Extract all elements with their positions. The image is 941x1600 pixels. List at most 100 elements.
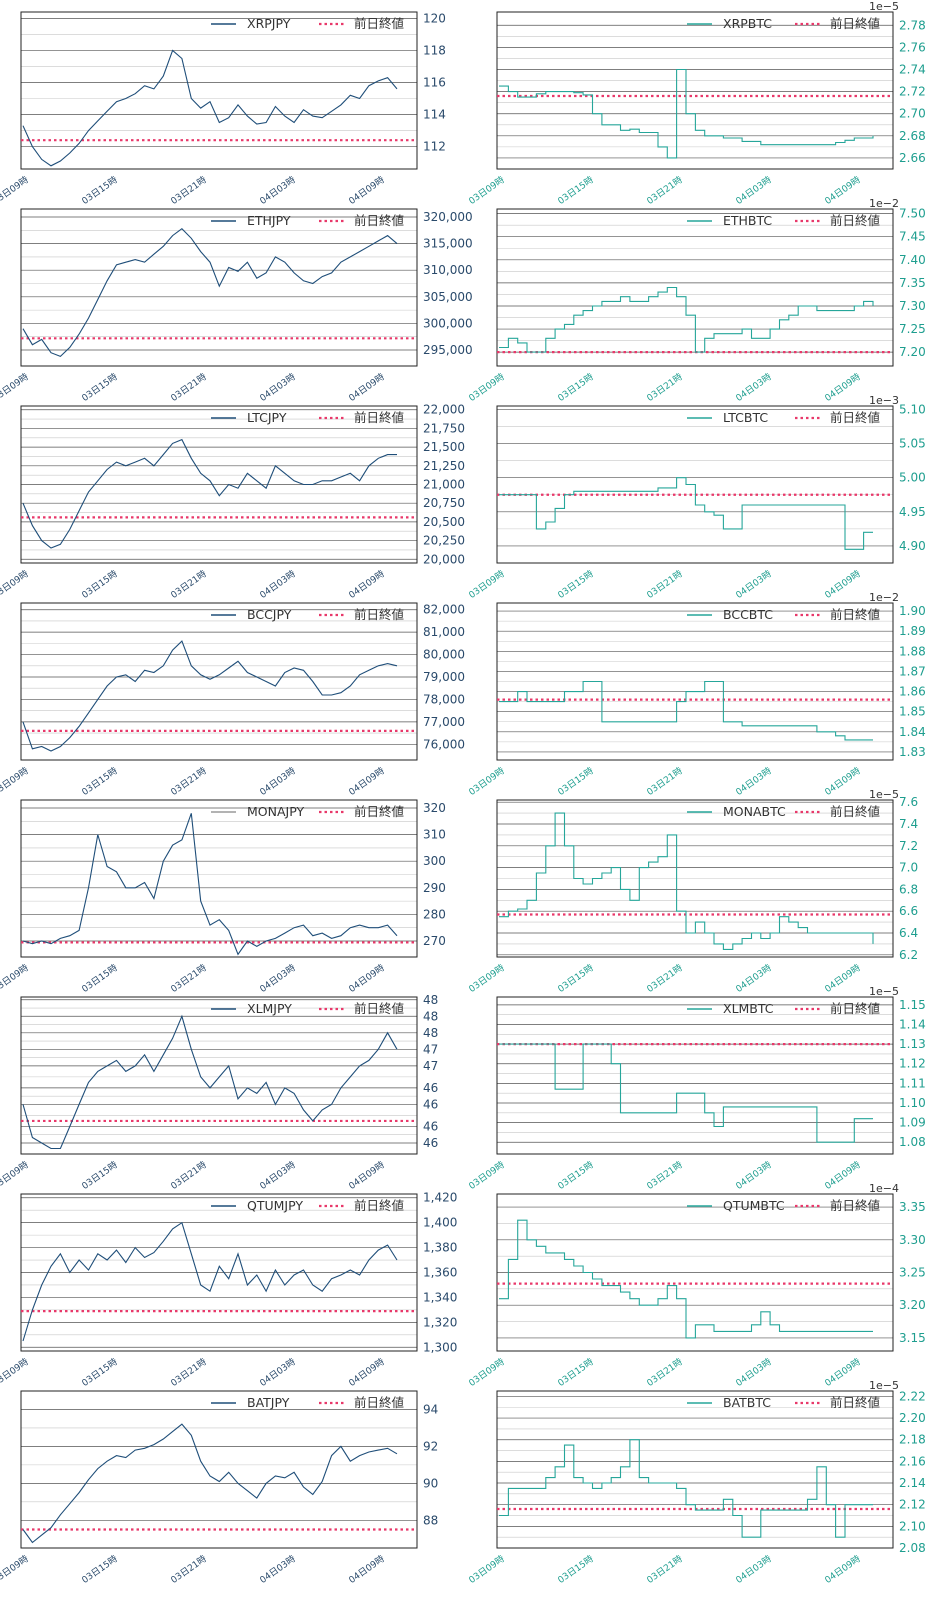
chart-panel-bccbtc: 1.83 1.84 1.85 1.86 1.87 1.88 1.89 1.90 03日09時 03…	[467, 591, 926, 798]
y-tick-label: 1.14	[899, 1017, 926, 1031]
legend-prev-close-label: 前日終値	[354, 16, 404, 31]
x-tick-label: 03日21時	[645, 765, 685, 797]
y-tick-label: 2.12	[899, 1498, 926, 1512]
legend-prev-close-label: 前日終値	[354, 804, 404, 819]
x-tick-label: 04日03時	[258, 1356, 298, 1388]
y-tick-label: 78,000	[423, 692, 465, 706]
y-tick-label: 1,380	[423, 1241, 457, 1255]
x-tick-label: 03日21時	[645, 1356, 685, 1388]
y-tick-label: 1.10	[899, 1096, 926, 1110]
y-tick-label: 7.6	[899, 795, 918, 809]
y-tick-label: 2.16	[899, 1454, 926, 1468]
legend-prev-close-label: 前日終値	[354, 1395, 404, 1410]
x-tick-label: 04日03時	[734, 765, 774, 797]
x-tick-label: 04日03時	[734, 962, 774, 994]
legend-series-label: XLMJPY	[247, 1001, 292, 1016]
legend-series-label: LTCBTC	[723, 410, 768, 425]
y-tick-label: 7.20	[899, 345, 926, 359]
plot-frame	[20, 1390, 418, 1549]
y-tick-label: 48	[423, 993, 438, 1007]
x-tick-label: 03日21時	[645, 568, 685, 600]
legend-series-label: QTUMBTC	[723, 1198, 785, 1213]
y-tick-label: 1.13	[899, 1037, 926, 1051]
legend-series-label: XLMBTC	[723, 1001, 774, 1016]
y-tick-label: 46	[423, 1136, 438, 1150]
x-tick-label: 03日21時	[169, 1356, 209, 1388]
y-tick-label: 1,360	[423, 1266, 457, 1280]
y-tick-label: 48	[423, 1009, 438, 1023]
series-line	[22, 438, 397, 549]
y-tick-label: 7.2	[899, 839, 918, 853]
x-tick-label: 03日15時	[80, 371, 120, 403]
series-line	[499, 477, 873, 550]
legend-series-label: BATBTC	[723, 1395, 771, 1410]
y-tick-label: 1,300	[423, 1340, 457, 1354]
x-tick-label: 03日09時	[0, 1159, 31, 1191]
x-tick-label: 03日15時	[80, 765, 120, 797]
y-tick-label: 2.20	[899, 1411, 926, 1425]
y-tick-label: 2.18	[899, 1433, 926, 1447]
y-tick-label: 90	[423, 1476, 438, 1490]
series-line	[22, 49, 398, 167]
series-line	[22, 1423, 398, 1544]
legend-series-label: QTUMJPY	[247, 1198, 303, 1213]
x-tick-label: 03日15時	[80, 1159, 120, 1191]
y-tick-label: 80,000	[423, 648, 465, 662]
plot-frame	[496, 602, 894, 761]
x-tick-label: 04日09時	[347, 568, 387, 600]
y-tick-label: 6.4	[899, 926, 918, 940]
axis-offset-label: 1e−5	[869, 1379, 899, 1392]
x-tick-label: 03日15時	[80, 174, 120, 206]
x-tick-label: 03日09時	[467, 1553, 507, 1585]
y-tick-label: 20,500	[423, 515, 465, 529]
x-tick-label: 04日09時	[347, 962, 387, 994]
chart-panel-monabtc: 6.2 6.4 6.6 6.8 7.0 7.2 7.4 7.6 03日09時 03日15時 03日2…	[467, 788, 918, 995]
y-tick-label: 5.10	[899, 402, 926, 416]
x-tick-label: 04日09時	[823, 1553, 863, 1585]
x-tick-label: 03日21時	[169, 174, 209, 206]
y-tick-label: 1.84	[899, 725, 926, 739]
x-tick-label: 03日09時	[0, 371, 31, 403]
x-tick-label: 03日09時	[467, 1159, 507, 1191]
y-tick-label: 21,250	[423, 459, 465, 473]
x-tick-label: 04日03時	[734, 174, 774, 206]
y-tick-label: 5.05	[899, 437, 926, 451]
series-line	[499, 1219, 873, 1339]
axis-offset-label: 1e−5	[869, 0, 899, 13]
y-tick-label: 3.20	[899, 1298, 926, 1312]
chart-panel-ltcjpy: 20,000 20,250 20,500 20,750 21,000 21,250 21,5…	[0, 403, 465, 601]
x-tick-label: 03日21時	[645, 1159, 685, 1191]
y-tick-label: 4.95	[899, 505, 926, 519]
legend-series-label: XRPJPY	[247, 16, 291, 31]
legend-series-label: MONABTC	[723, 804, 786, 819]
x-tick-label: 04日03時	[258, 765, 298, 797]
plot-frame	[496, 11, 894, 170]
series-line	[22, 1014, 398, 1150]
legend-prev-close-label: 前日終値	[830, 1001, 880, 1016]
y-tick-label: 76,000	[423, 737, 465, 751]
x-tick-label: 04日03時	[258, 1553, 298, 1585]
x-tick-label: 03日21時	[169, 568, 209, 600]
legend-prev-close-label: 前日終値	[830, 410, 880, 425]
y-tick-label: 116	[423, 75, 446, 89]
y-tick-label: 7.0	[899, 861, 918, 875]
x-tick-label: 04日09時	[823, 1159, 863, 1191]
x-tick-label: 04日03時	[734, 1553, 774, 1585]
x-tick-label: 04日09時	[823, 962, 863, 994]
x-tick-label: 03日15時	[556, 371, 596, 403]
y-tick-label: 2.68	[899, 129, 926, 143]
y-tick-label: 1,400	[423, 1216, 457, 1230]
x-tick-label: 04日09時	[347, 371, 387, 403]
x-tick-label: 03日21時	[645, 962, 685, 994]
y-tick-label: 120	[423, 11, 446, 25]
x-tick-label: 04日03時	[734, 568, 774, 600]
y-tick-label: 305,000	[423, 290, 473, 304]
plot-frame	[20, 996, 418, 1155]
chart-panel-xlmjpy: 46 46 46 46 47 47 48 48 48 03日09時 03日15時 03日21時 04日0…	[0, 993, 438, 1192]
chart-panel-batbtc: 2.08 2.10 2.12 2.14 2.16 2.18 2.20 2.22 03日09時 03…	[467, 1379, 926, 1586]
y-tick-label: 310	[423, 828, 446, 842]
legend-prev-close-label: 前日終値	[354, 607, 404, 622]
y-tick-label: 7.30	[899, 299, 926, 313]
